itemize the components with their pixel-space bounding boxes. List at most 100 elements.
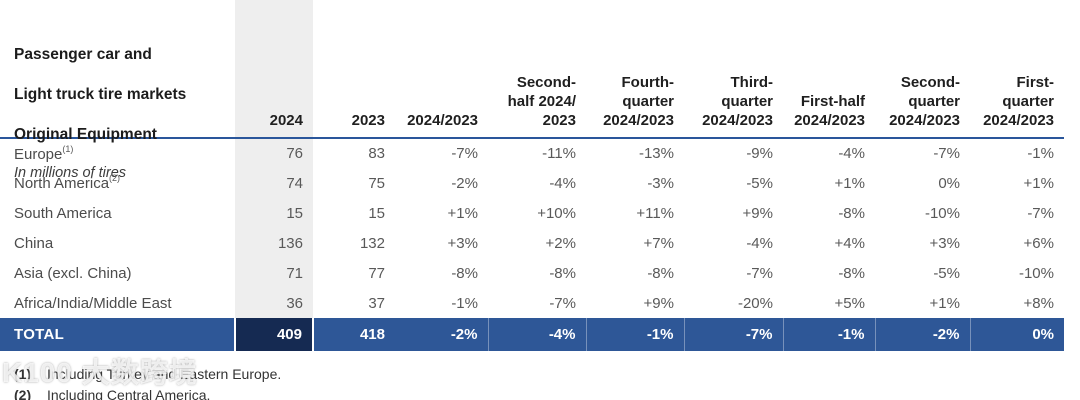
footnote-1: (1) Including Turkey and Eastern Europe. [14,364,1080,385]
total-value-cell: -7% [683,318,783,351]
title-line-3: Original Equipment [14,126,157,143]
col-header-2024-2023: 2024/2023 [395,0,488,139]
value-cell: 136 [235,228,313,258]
value-cell: +10% [537,204,576,222]
total-value-cell: -1% [782,318,875,351]
value-cell: -2% [451,174,478,192]
value-cell: -4% [838,145,865,162]
units-subtitle: In millions of tires [14,165,127,181]
total-value-cell: -1% [585,318,684,351]
footnote-2-marker: (2) [14,387,32,400]
value-cell: -5% [746,174,773,192]
value-cell: -3% [647,174,674,192]
value-cell: 15 [368,204,385,222]
table-row-asia-excl-china: Asia (excl. China) 71 77 -8% -8% -8% -7%… [0,258,1064,288]
total-value-cell: 418 [313,318,395,351]
value-cell: -4% [746,234,773,252]
value-cell: -8% [451,264,478,282]
value-cell: 71 [235,258,313,288]
col-header-second-half: Second- half 2024/ 2023 [488,0,586,139]
value-cell: -7% [549,294,576,312]
value-cell: +9% [742,204,773,222]
value-cell: 15 [235,198,313,228]
title-line-1: Passenger car and [14,46,152,63]
value-cell: -1% [1027,145,1054,162]
table-row-africa-india-middle-east: Africa/India/Middle East 36 37 -1% -7% +… [0,288,1064,318]
table-row-europe: Europe(1) 76 83 -7% -11% -13% -9% -4% -7… [0,138,1064,168]
footnote-1-marker: (1) [14,366,32,382]
footnote-2: (2) Including Central America. [14,385,1080,400]
value-cell: +7% [643,234,674,252]
footnotes: (1) Including Turkey and Eastern Europe. … [14,364,1080,400]
col-header-first-quarter: First- quarter 2024/2023 [970,0,1064,139]
value-cell: +1% [1023,174,1054,192]
value-cell: -8% [549,264,576,282]
total-value-cell: 0% [969,318,1064,351]
value-cell: +3% [447,234,478,252]
col-header-first-half: First-half 2024/2023 [783,0,875,139]
value-cell: -7% [1027,204,1054,222]
table-row-north-america: North America(2) 74 75 -2% -4% -3% -5% +… [0,168,1064,198]
value-cell: 77 [368,264,385,282]
footnote-ref: (1) [62,143,74,154]
value-cell: 0% [938,174,960,192]
value-cell: 76 [235,138,313,168]
value-cell: -8% [838,264,865,282]
total-value-cell: -2% [395,318,488,351]
value-cell: 75 [368,174,385,192]
page-title: Passenger car and Light truck tire marke… [14,25,235,164]
total-label: TOTAL [0,318,235,351]
value-cell: +8% [1023,294,1054,312]
table-title-cell: Passenger car and Light truck tire marke… [0,0,235,181]
value-cell: -7% [451,145,478,162]
footnote-ref: (2) [109,173,121,183]
value-cell: +6% [1023,234,1054,252]
value-cell: 83 [368,145,385,162]
header-row: Passenger car and Light truck tire marke… [0,0,1064,181]
value-cell: -8% [647,264,674,282]
value-cell: +4% [834,234,865,252]
region-cell: Europe(1) [14,143,74,163]
value-cell: -11% [542,145,576,162]
region-cell: North America(2) [14,173,121,192]
footnote-1-text: Including Turkey and Eastern Europe. [47,366,282,382]
col-header-2024: 2024 [235,0,313,139]
total-row: TOTAL 409 418 -2% -4% -1% -7% -1% -2% 0% [0,318,1064,351]
col-header-2023: 2023 [313,0,395,139]
value-cell: -13% [638,145,674,162]
value-cell: -4% [549,174,576,192]
region-cell: Asia (excl. China) [14,265,132,282]
value-cell: -1% [451,294,478,312]
footnote-2-text: Including Central America. [47,387,211,400]
value-cell: 36 [235,288,313,318]
table-row-south-america: South America 15 15 +1% +10% +11% +9% -8… [0,198,1064,228]
region-cell: China [14,235,54,252]
value-cell: 74 [235,168,313,198]
value-cell: -10% [1018,264,1054,282]
value-cell: +1% [447,204,478,222]
total-value-cell: 409 [234,318,314,351]
region-cell: Africa/India/Middle East [14,295,172,312]
tire-markets-table: Passenger car and Light truck tire marke… [0,0,1064,351]
title-line-2: Light truck tire markets [14,86,187,103]
value-cell: +2% [545,234,576,252]
value-cell: +1% [929,294,960,312]
total-value-cell: -4% [487,318,586,351]
total-value-cell: -2% [874,318,970,351]
value-cell: -8% [838,204,865,222]
value-cell: 132 [359,234,385,252]
value-cell: -20% [737,294,773,312]
col-header-second-quarter: Second- quarter 2024/2023 [875,0,970,139]
value-cell: +11% [636,204,674,222]
value-cell: -5% [933,264,960,282]
value-cell: +5% [834,294,865,312]
value-cell: +1% [834,174,865,192]
value-cell: -9% [746,145,773,162]
value-cell: -10% [924,204,960,222]
value-cell: -7% [933,145,960,162]
value-cell: +3% [929,234,960,252]
col-header-fourth-quarter: Fourth- quarter 2024/2023 [586,0,684,139]
col-header-third-quarter: Third- quarter 2024/2023 [684,0,783,139]
value-cell: +9% [643,294,674,312]
